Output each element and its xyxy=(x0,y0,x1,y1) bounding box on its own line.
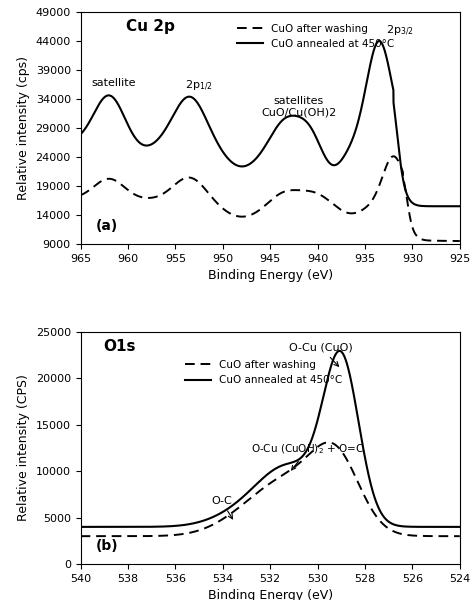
Y-axis label: Relative intensity (cps): Relative intensity (cps) xyxy=(17,56,30,200)
Text: O-Cu (CuO): O-Cu (CuO) xyxy=(289,343,353,366)
Y-axis label: Relative intensity (CPS): Relative intensity (CPS) xyxy=(17,374,30,521)
Text: (b): (b) xyxy=(96,539,118,553)
Legend: CuO after washing, CuO annealed at 450°C: CuO after washing, CuO annealed at 450°C xyxy=(181,356,346,389)
X-axis label: Binding Energy (eV): Binding Energy (eV) xyxy=(208,589,333,600)
Text: (a): (a) xyxy=(96,219,118,233)
Text: satellite: satellite xyxy=(91,78,136,88)
Text: 2p$_{1/2}$: 2p$_{1/2}$ xyxy=(185,79,213,93)
Text: O1s: O1s xyxy=(103,339,136,354)
Legend: CuO after washing, CuO annealed at 450°C: CuO after washing, CuO annealed at 450°C xyxy=(233,20,399,53)
X-axis label: Binding Energy (eV): Binding Energy (eV) xyxy=(208,269,333,282)
Text: O-Cu (CuOH)$_2$ + O=C: O-Cu (CuOH)$_2$ + O=C xyxy=(251,443,364,470)
Text: Cu 2p: Cu 2p xyxy=(126,19,175,34)
Text: O-C: O-C xyxy=(211,496,233,519)
Text: 2p$_{3/2}$: 2p$_{3/2}$ xyxy=(386,24,413,38)
Text: satellites
CuO/Cu(OH)2: satellites CuO/Cu(OH)2 xyxy=(261,95,336,117)
